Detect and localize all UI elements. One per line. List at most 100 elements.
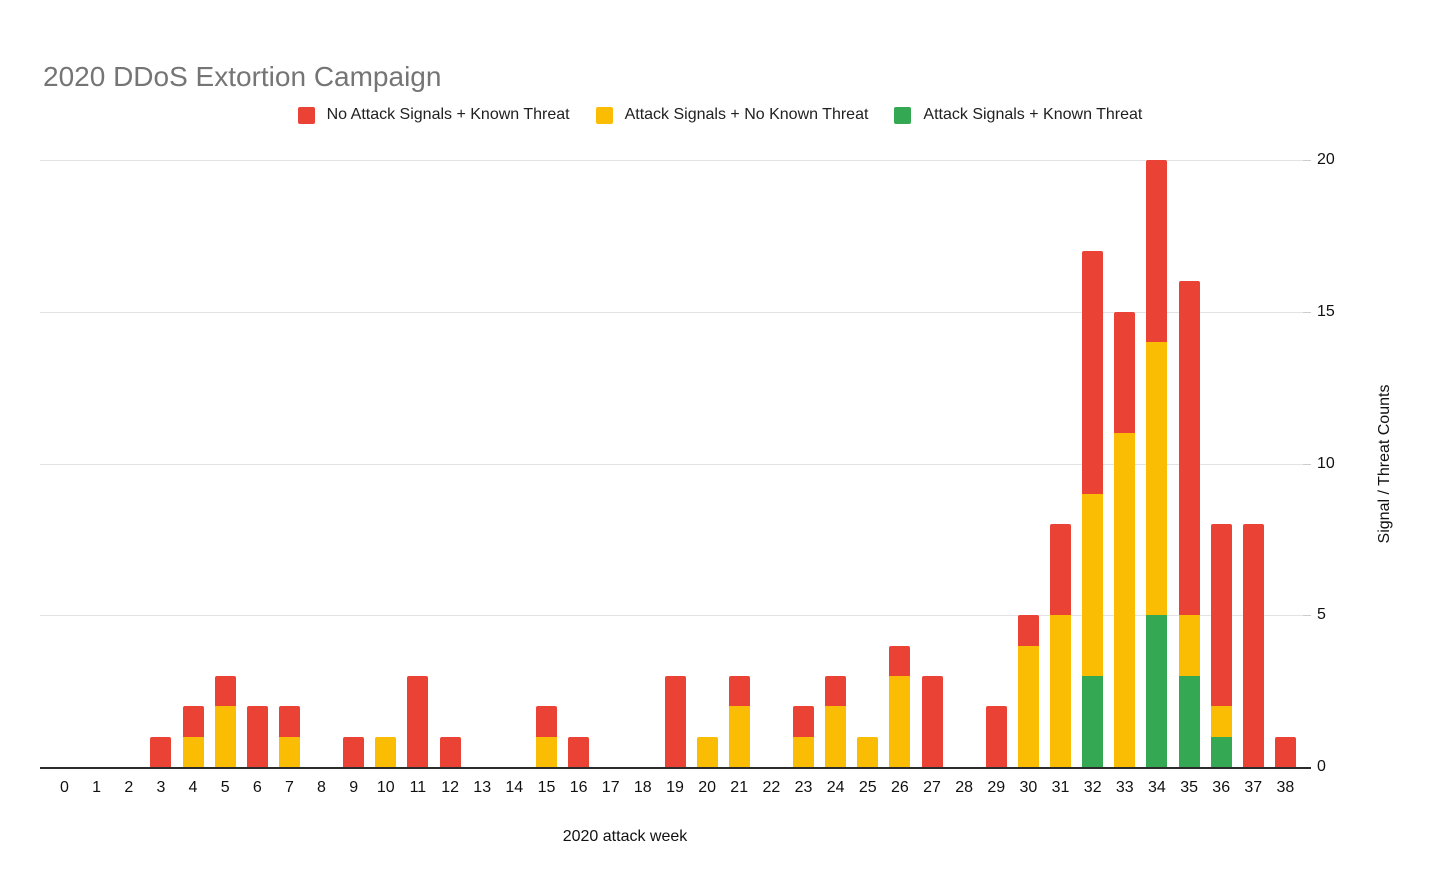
bar-segment[interactable] [536, 736, 557, 767]
bar-segment[interactable] [1210, 706, 1232, 737]
x-tick-label: 10 [376, 779, 395, 796]
y-tick-mark [1303, 160, 1311, 161]
bar-segment[interactable] [1210, 524, 1232, 707]
bar-segment[interactable] [278, 706, 300, 737]
bar-segment[interactable] [1178, 615, 1200, 676]
x-tick-label: 4 [188, 779, 198, 796]
x-axis-title: 2020 attack week [562, 828, 688, 845]
x-tick-label: 2 [124, 779, 134, 796]
y-gridline [40, 311, 1303, 313]
bar-segment[interactable] [375, 736, 397, 767]
bar-segment[interactable] [793, 706, 814, 737]
bar-segment[interactable] [214, 706, 236, 767]
x-tick-label: 16 [569, 779, 588, 796]
legend-item-label: Attack Signals + Known Threat [923, 106, 1143, 123]
legend-item-label: Attack Signals + No Known Threat [624, 106, 869, 123]
bar-segment[interactable] [214, 676, 236, 707]
y-tick-label: 0 [1317, 758, 1326, 775]
x-tick-label: 20 [698, 779, 716, 796]
bar-segment[interactable] [857, 736, 879, 767]
bar-segment[interactable] [1050, 524, 1071, 616]
bar-segment[interactable] [728, 706, 750, 767]
bar-segment[interactable] [1274, 736, 1296, 767]
x-tick-label: 32 [1083, 779, 1102, 796]
bar-segment[interactable] [536, 706, 557, 737]
legend: No Attack Signals + Known Threat Attack S… [0, 104, 1440, 126]
x-tick-label: 12 [441, 779, 459, 796]
bar-segment[interactable] [439, 736, 461, 767]
chart-title: 2020 DDoS Extortion Campaign [43, 60, 442, 92]
x-tick-label: 29 [987, 779, 1006, 796]
bar-segment[interactable] [793, 736, 814, 767]
x-tick-label: 27 [923, 779, 941, 796]
bar-segment[interactable] [182, 706, 204, 737]
bar-segment[interactable] [1178, 676, 1200, 768]
bar-segment[interactable] [150, 736, 172, 767]
bar-segment[interactable] [568, 736, 590, 767]
x-tick-label: 24 [826, 779, 845, 796]
bar-segment[interactable] [1017, 615, 1039, 646]
legend-item[interactable]: Attack Signals + No Known Threat [595, 106, 869, 124]
bar-segment[interactable] [1082, 251, 1104, 494]
y-tick-label: 15 [1317, 302, 1335, 320]
bar-segment[interactable] [1146, 615, 1168, 768]
bar-segment[interactable] [1114, 311, 1136, 434]
x-tick-label: 6 [252, 779, 262, 796]
x-tick-label: 9 [349, 779, 359, 796]
legend-color-swatch-icon [297, 106, 315, 124]
bar-segment[interactable] [278, 736, 300, 767]
bar-segment[interactable] [1050, 615, 1071, 768]
y-gridline [40, 615, 1303, 617]
bar-segment[interactable] [1210, 736, 1232, 767]
legend-item-label: No Attack Signals + Known Threat [326, 106, 570, 123]
x-tick-label: 17 [601, 779, 620, 796]
bar-segment[interactable] [825, 706, 847, 767]
bar-segment[interactable] [407, 676, 429, 768]
x-tick-label: 21 [730, 779, 749, 796]
x-tick-label: 3 [156, 779, 166, 796]
x-tick-label: 0 [60, 779, 69, 796]
y-axis-title: Signal / Threat Counts [1376, 384, 1393, 544]
x-tick-label: 37 [1244, 779, 1263, 796]
bar-segment[interactable] [1082, 676, 1104, 768]
bar-segment[interactable] [343, 736, 365, 767]
x-tick-label: 38 [1276, 779, 1295, 796]
legend-item[interactable]: No Attack Signals + Known Threat [297, 106, 570, 124]
bar-segment[interactable] [825, 676, 847, 707]
bar-segment[interactable] [728, 676, 750, 707]
x-tick-label: 8 [317, 779, 326, 796]
x-tick-label: 28 [955, 779, 973, 796]
bar-segment[interactable] [246, 706, 268, 767]
bar-segment[interactable] [1017, 645, 1039, 767]
bar-segment[interactable] [1082, 493, 1104, 676]
y-gridline [40, 463, 1303, 465]
bar-segment[interactable] [1146, 160, 1168, 343]
y-gridline [40, 160, 1303, 161]
bar-segment[interactable] [889, 676, 911, 768]
x-tick-label: 34 [1147, 779, 1166, 796]
bar-segment[interactable] [1242, 524, 1264, 767]
x-tick-label: 31 [1051, 779, 1070, 796]
y-tick-label: 10 [1317, 454, 1335, 472]
bar-segment[interactable] [889, 645, 911, 676]
x-tick-label: 14 [505, 779, 524, 796]
bar-segment[interactable] [182, 736, 204, 767]
bar-segment[interactable] [921, 676, 943, 768]
legend-item[interactable]: Attack Signals + Known Threat [894, 106, 1142, 124]
bar-segment[interactable] [664, 676, 686, 768]
bar-segment[interactable] [1114, 433, 1136, 767]
y-tick-label: 20 [1317, 151, 1335, 168]
bar-segment[interactable] [696, 736, 718, 767]
y-tick-mark [1303, 463, 1311, 465]
bar-segment[interactable] [1146, 342, 1168, 616]
bar-segment[interactable] [1178, 281, 1200, 616]
x-tick-label: 22 [762, 779, 781, 796]
x-tick-label: 13 [473, 779, 492, 796]
x-tick-label: 15 [537, 779, 556, 796]
x-axis-line [40, 767, 1311, 769]
x-tick-label: 25 [858, 779, 877, 796]
bar-segment[interactable] [985, 706, 1007, 767]
x-tick-label: 18 [633, 779, 652, 796]
x-tick-label: 7 [284, 779, 294, 796]
